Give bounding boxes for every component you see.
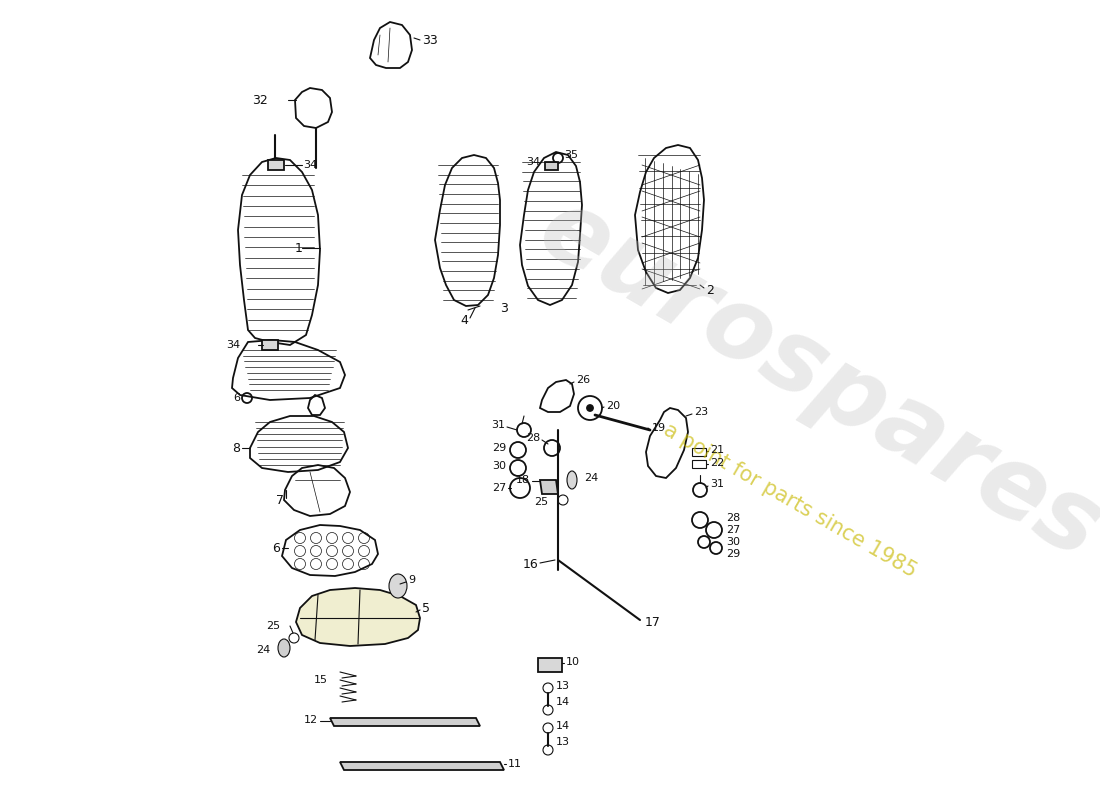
Ellipse shape <box>278 639 290 657</box>
Text: 15: 15 <box>314 675 328 685</box>
Text: 26: 26 <box>576 375 590 385</box>
Text: 28: 28 <box>526 433 540 443</box>
Text: 25: 25 <box>266 621 280 631</box>
Text: 34: 34 <box>302 160 317 170</box>
Polygon shape <box>544 162 558 170</box>
Text: 29: 29 <box>726 549 740 559</box>
Circle shape <box>587 405 593 411</box>
Text: 30: 30 <box>726 537 740 547</box>
Text: 21: 21 <box>710 445 724 455</box>
Text: 6: 6 <box>272 542 280 554</box>
Text: 34: 34 <box>526 157 540 167</box>
Text: 31: 31 <box>710 479 724 489</box>
Text: 30: 30 <box>492 461 506 471</box>
Polygon shape <box>540 480 558 494</box>
Text: 35: 35 <box>564 150 578 160</box>
Text: 14: 14 <box>556 721 570 731</box>
Polygon shape <box>538 658 562 672</box>
Text: 12: 12 <box>304 715 318 725</box>
Text: 9: 9 <box>408 575 415 585</box>
Text: 16: 16 <box>522 558 538 571</box>
Text: a point for parts since 1985: a point for parts since 1985 <box>660 419 920 581</box>
Text: 29: 29 <box>492 443 506 453</box>
Text: 33: 33 <box>422 34 438 46</box>
Text: 13: 13 <box>556 681 570 691</box>
Text: 11: 11 <box>508 759 522 769</box>
Text: 34: 34 <box>226 340 240 350</box>
Text: 23: 23 <box>694 407 708 417</box>
Text: 10: 10 <box>566 657 580 667</box>
Text: 17: 17 <box>645 615 661 629</box>
Ellipse shape <box>389 574 407 598</box>
Text: 2: 2 <box>706 283 714 297</box>
Polygon shape <box>340 762 504 770</box>
Polygon shape <box>268 160 284 170</box>
Text: 28: 28 <box>726 513 740 523</box>
Text: 25: 25 <box>534 497 548 507</box>
Text: 8: 8 <box>232 442 240 454</box>
Text: 19: 19 <box>652 423 667 433</box>
Text: 27: 27 <box>726 525 740 535</box>
Text: 24: 24 <box>255 645 270 655</box>
Text: 7: 7 <box>276 494 284 506</box>
Text: 24: 24 <box>584 473 598 483</box>
Text: 5: 5 <box>422 602 430 614</box>
Text: 4: 4 <box>460 314 467 326</box>
Text: 6: 6 <box>233 393 240 403</box>
Text: 31: 31 <box>491 420 505 430</box>
Text: 20: 20 <box>606 401 620 411</box>
Polygon shape <box>262 340 278 350</box>
Text: 14: 14 <box>556 697 570 707</box>
Ellipse shape <box>566 471 578 489</box>
Text: 22: 22 <box>710 458 724 468</box>
Text: 3: 3 <box>500 302 508 314</box>
Text: 18: 18 <box>516 475 530 485</box>
Polygon shape <box>330 718 480 726</box>
Text: eurospares: eurospares <box>521 180 1100 580</box>
Text: 1: 1 <box>295 242 302 254</box>
Polygon shape <box>296 588 420 646</box>
Text: 32: 32 <box>252 94 268 106</box>
Text: 13: 13 <box>556 737 570 747</box>
Text: 27: 27 <box>492 483 506 493</box>
